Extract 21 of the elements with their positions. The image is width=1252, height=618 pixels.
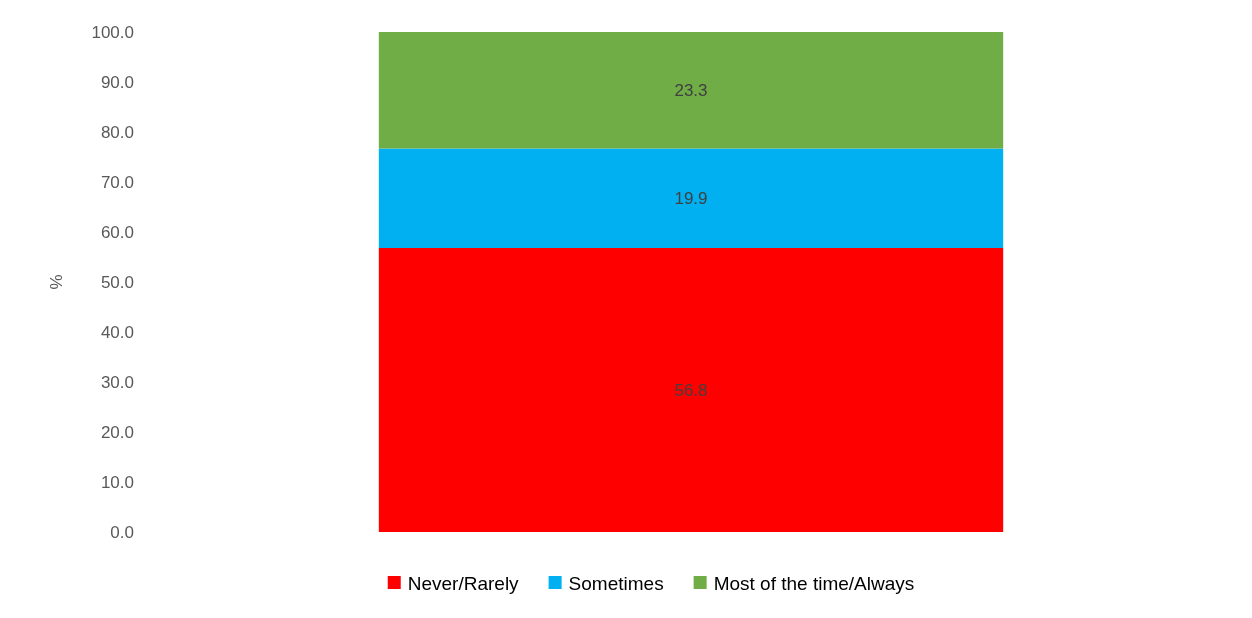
y-tick-label: 90.0	[100, 72, 134, 92]
bar	[378, 148, 1004, 248]
y-tick-label: 20.0	[100, 422, 134, 442]
y-axis-title: %	[47, 274, 66, 290]
y-tick-label: 0.0	[110, 522, 134, 542]
y-tick-label: 50.0	[100, 272, 134, 292]
data-label: 56.8	[674, 380, 708, 400]
y-tick-label: 100.0	[91, 22, 134, 42]
y-tick-label: 60.0	[100, 222, 134, 242]
y-tick-label: 10.0	[100, 472, 134, 492]
y-tick-label: 40.0	[100, 322, 134, 342]
y-tick-label: 30.0	[100, 372, 134, 392]
data-label: 19.9	[674, 189, 708, 209]
bar	[378, 32, 1004, 149]
bar	[378, 248, 1004, 532]
legend-label: Never/Rarely	[407, 572, 520, 594]
legend-label: Most of the time/Always	[713, 572, 915, 594]
data-label: 23.3	[674, 81, 708, 101]
y-tick-label: 80.0	[100, 122, 134, 142]
y-tick-label: 70.0	[100, 172, 134, 192]
legend-label: Sometimes	[568, 572, 664, 594]
